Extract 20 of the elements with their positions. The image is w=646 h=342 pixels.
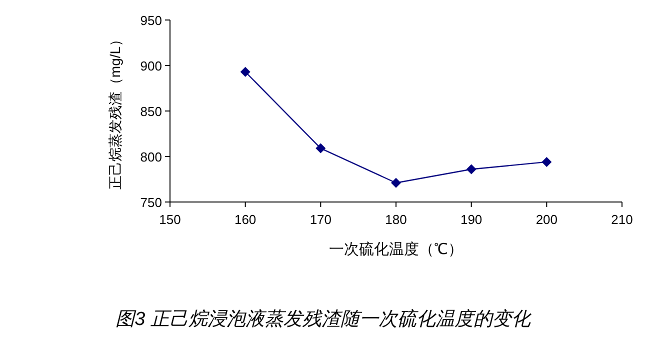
- y-axis-title: 正己烷蒸发残渣（mg/L）: [107, 32, 123, 190]
- x-tick-label: 170: [310, 212, 332, 227]
- y-tick-label: 850: [140, 104, 162, 119]
- y-tick-label: 800: [140, 150, 162, 164]
- point: [391, 178, 401, 188]
- x-axis-title: 一次硫化温度（℃）: [329, 241, 463, 258]
- point: [466, 164, 476, 174]
- x-tick-label: 150: [159, 212, 181, 227]
- x-tick-label: 160: [234, 212, 256, 227]
- x-tick-label: 210: [611, 212, 633, 227]
- y-tick-label: 900: [140, 58, 162, 74]
- y-tick-label: 750: [140, 195, 162, 210]
- point: [316, 143, 326, 154]
- text: 图3 正己烷浸泡液蒸发残渣随一次硫化温度的变化: [116, 308, 532, 330]
- x-tick-label: 180: [385, 212, 407, 227]
- point: [542, 156, 552, 167]
- x-tick-label: 200: [536, 212, 558, 227]
- x-tick-label: 190: [460, 212, 482, 227]
- point: [240, 66, 250, 77]
- y-tick-label: 950: [140, 13, 162, 28]
